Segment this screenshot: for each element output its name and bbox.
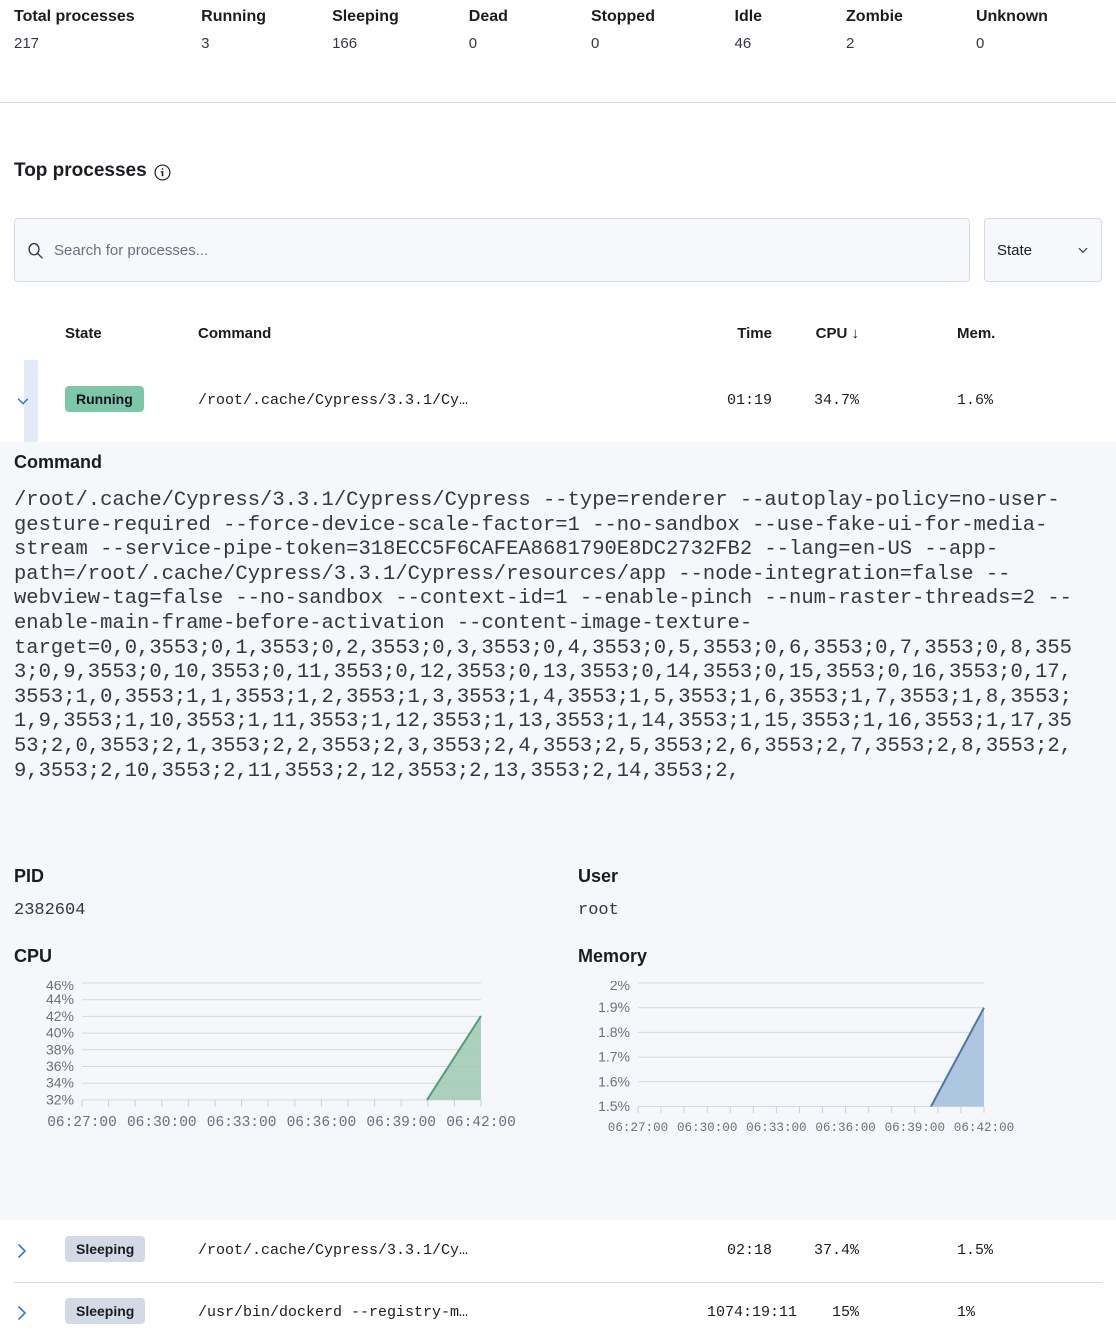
svg-text:06:42:00: 06:42:00 <box>446 1115 516 1131</box>
svg-text:2%: 2% <box>610 981 630 993</box>
svg-text:38%: 38% <box>46 1041 74 1057</box>
svg-text:1.8%: 1.8% <box>598 1024 630 1040</box>
svg-text:1.6%: 1.6% <box>598 1073 630 1089</box>
svg-text:1.7%: 1.7% <box>598 1049 630 1065</box>
svg-text:06:33:00: 06:33:00 <box>746 1121 806 1134</box>
svg-text:06:36:00: 06:36:00 <box>815 1121 875 1134</box>
svg-text:06:36:00: 06:36:00 <box>287 1115 357 1131</box>
svg-text:40%: 40% <box>46 1025 74 1041</box>
svg-text:06:30:00: 06:30:00 <box>677 1121 737 1134</box>
svg-text:36%: 36% <box>46 1058 74 1074</box>
svg-text:1.9%: 1.9% <box>598 999 630 1015</box>
svg-text:06:33:00: 06:33:00 <box>207 1115 277 1131</box>
svg-text:06:39:00: 06:39:00 <box>885 1121 945 1134</box>
svg-text:06:42:00: 06:42:00 <box>954 1121 1014 1134</box>
svg-text:06:39:00: 06:39:00 <box>366 1115 436 1131</box>
svg-text:06:27:00: 06:27:00 <box>47 1115 117 1131</box>
svg-text:32%: 32% <box>46 1092 74 1108</box>
svg-text:06:27:00: 06:27:00 <box>608 1121 668 1134</box>
svg-text:44%: 44% <box>46 991 74 1007</box>
svg-text:1.5%: 1.5% <box>598 1098 630 1114</box>
svg-text:06:30:00: 06:30:00 <box>127 1115 197 1131</box>
svg-text:42%: 42% <box>46 1008 74 1024</box>
svg-text:34%: 34% <box>46 1075 74 1091</box>
